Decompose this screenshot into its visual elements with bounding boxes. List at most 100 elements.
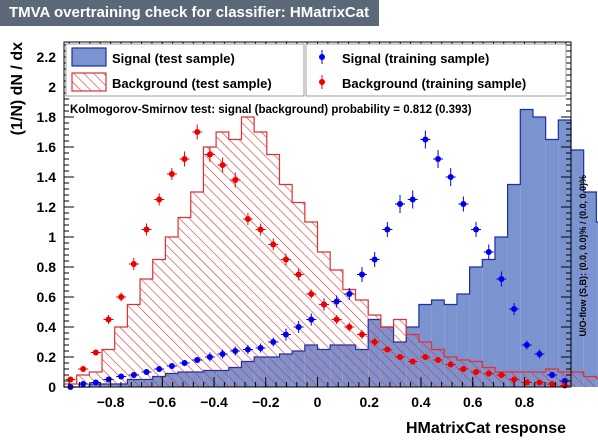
legend-label-background-test: Background (test sample) [112,76,272,91]
y-tick-label: 1.6 [37,139,57,155]
signal-train-point [219,351,226,357]
legend-label-signal-train: Signal (training sample) [342,51,489,66]
background-test-bin [355,300,369,387]
background-test-bin [317,252,331,387]
histogram-layer [63,108,598,388]
signal-train-point [397,201,404,207]
signal-train-point [181,360,188,366]
background-train-point [346,324,353,330]
signal-train-point [523,342,530,348]
signal-train-point [194,357,201,363]
y-axis-label: (1/N) dN / dx [9,42,26,135]
legend-label-signal-test: Signal (test sample) [112,51,235,66]
background-train-point [295,271,302,278]
signal-train-point [295,324,302,330]
signal-test-bin [583,192,597,387]
background-test-bin [431,349,445,387]
background-test-bin [216,132,229,387]
signal-train-point [105,376,112,383]
background-train-point [130,261,137,267]
background-test-bin [368,315,381,387]
signal-test-bin [469,267,483,387]
background-test-bin [254,132,267,387]
x-axis-label: HMatrixCat response [406,420,566,437]
signal-train-point [80,381,87,387]
legend-swatch-background-test [71,72,107,92]
background-train-point [244,216,251,222]
signal-train-point [460,201,467,207]
background-test-bin [266,154,280,387]
signal-train-point [206,354,213,360]
signal-test-bin [520,109,533,387]
background-train-point [232,177,239,183]
signal-train-point [346,291,353,297]
background-test-bin [228,139,242,387]
signal-train-point [257,345,264,351]
background-train-point [80,366,87,372]
background-test-bin [165,237,179,387]
background-train-point [447,361,454,368]
background-test-bin [152,259,166,387]
background-test-bin [418,342,432,387]
signal-test-bin [558,120,571,387]
signal-test-bin [532,117,546,387]
background-test-bin [482,367,495,387]
legend-test-samples: Signal (test sample) Background (test sa… [65,43,305,97]
signal-test-bin [482,259,495,387]
y-tick-label: 0 [48,379,56,395]
background-train-point [206,151,213,158]
overflow-label: U/O-flow (S,B): (0.0, 0.0)% / (0.0, 0.0)… [578,175,588,337]
signal-test-bin [545,139,559,387]
background-train-point [181,156,188,162]
background-train-point [549,381,556,387]
signal-train-point [447,174,454,180]
signal-train-point [308,316,315,323]
signal-train-point [435,156,442,162]
ks-test-text: Kolmogorov-Smirnov test: signal (backgro… [70,104,472,116]
x-tick-label: −0.4 [200,394,228,410]
signal-train-point [168,363,175,369]
background-train-point [270,241,277,248]
background-train-point [168,171,175,177]
background-test-bin [596,378,598,387]
background-train-point [460,366,467,372]
signal-test-bin [571,150,584,387]
signal-train-point [358,271,365,278]
background-train-point [333,316,340,323]
background-train-point [371,339,378,345]
legend-training-samples: Signal (training sample) Background (tra… [305,43,567,97]
background-test-bin [292,202,305,387]
legend-label-background-train: Background (training sample) [342,76,526,91]
background-test-bin [393,319,407,387]
y-tick-label: 0.6 [37,289,57,305]
background-test-bin [456,360,470,387]
background-train-point [485,370,492,377]
signal-train-point [384,226,391,233]
signal-train-point [536,351,543,357]
background-train-point [67,376,74,383]
signal-train-point [244,346,251,353]
background-test-bin [583,376,597,387]
background-test-bin [89,372,103,387]
y-tick-label: 1 [48,229,56,245]
background-train-point [257,226,264,233]
x-tick-label: −0.8 [97,394,125,410]
signal-train-point [270,339,277,345]
signal-train-point [130,372,137,378]
signal-train-point [118,373,125,380]
x-tick-label: 0.6 [463,394,483,410]
background-test-bin [140,279,153,387]
background-train-point [320,301,327,308]
background-test-bin [304,222,318,387]
background-test-bin [178,217,191,387]
x-tick-label: −0.2 [252,394,280,410]
y-tick-label: 2.2 [37,49,57,65]
y-tick-label: 0.4 [37,319,57,335]
signal-train-point [511,306,518,312]
background-train-point [105,316,112,323]
background-train-point [473,369,480,375]
background-test-bin [532,372,546,387]
background-train-point [194,129,201,135]
signal-train-point [333,298,340,305]
